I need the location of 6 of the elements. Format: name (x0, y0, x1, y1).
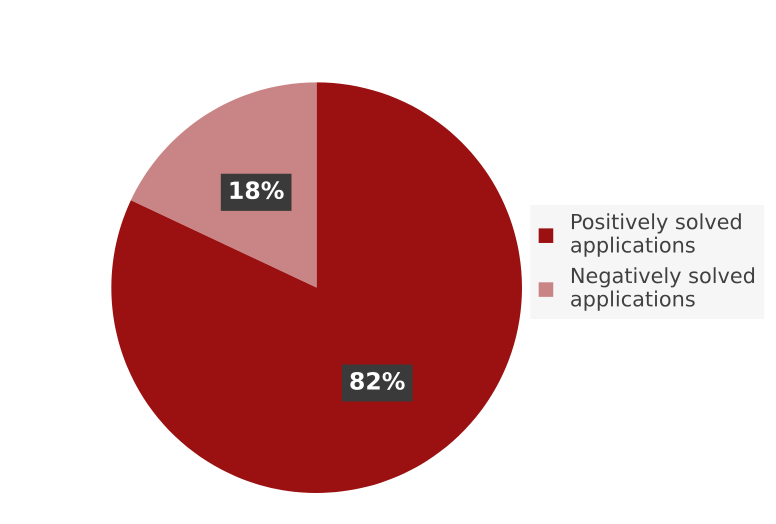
data-label: 82% (350, 372, 405, 390)
pie-slice (111, 82, 522, 493)
legend-label: Negatively solved applications (571, 267, 754, 311)
data-label: 18% (230, 181, 284, 200)
legend-label: Positively solved applications (571, 213, 741, 257)
pie-slice (130, 82, 317, 288)
